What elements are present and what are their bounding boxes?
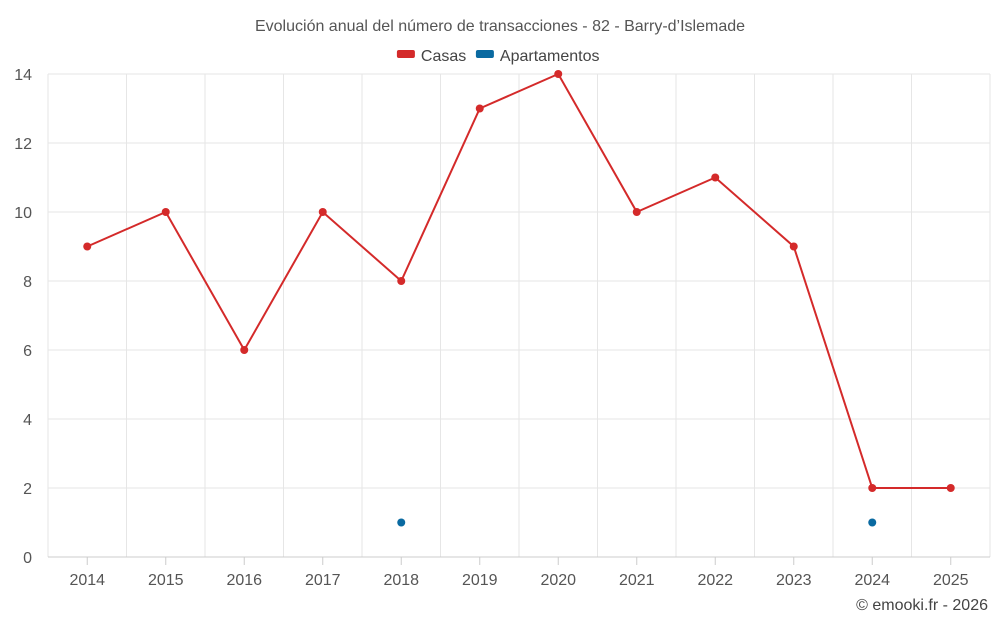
y-tick-label: 14 [14, 67, 32, 84]
x-tick-label: 2014 [69, 572, 105, 589]
legend-swatch [396, 50, 415, 58]
data-point[interactable] [554, 70, 563, 78]
data-point[interactable] [632, 208, 641, 216]
data-point[interactable] [868, 484, 877, 492]
y-axis-ticks: 0 2 4 6 8 10 12 14 [14, 67, 32, 567]
x-axis-ticks: 2014 2015 2016 2017 2018 2019 2020 2021 2022 2023… [69, 557, 969, 589]
series-casas [83, 70, 955, 492]
y-tick-label: 0 [23, 550, 32, 567]
data-point[interactable] [789, 242, 798, 251]
data-point[interactable] [397, 277, 406, 285]
x-tick-label: 2023 [776, 572, 812, 589]
legend: Casas Apartamentos [396, 48, 600, 65]
data-point[interactable] [475, 104, 484, 113]
data-point[interactable] [240, 346, 249, 354]
legend-item-apartamentos[interactable]: Apartamentos [475, 48, 600, 65]
x-tick-label: 2019 [462, 572, 498, 589]
x-tick-label: 2016 [226, 572, 262, 589]
x-tick-label: 2022 [697, 572, 733, 589]
x-tick-label: 2021 [619, 572, 655, 589]
series-line [86, 72, 951, 489]
data-point[interactable] [946, 484, 955, 492]
y-tick-label: 10 [14, 205, 32, 222]
series-layer [83, 70, 955, 527]
chart-title: Evolución anual del número de transaccio… [255, 18, 745, 35]
credit-text: © emooki.fr - 2026 [856, 597, 988, 614]
legend-label: Casas [421, 48, 466, 65]
x-tick-label: 2024 [854, 572, 890, 589]
data-point[interactable] [711, 173, 720, 182]
grid [47, 73, 991, 558]
legend-label: Apartamentos [500, 48, 600, 65]
y-tick-label: 4 [23, 412, 32, 429]
y-tick-label: 6 [23, 343, 32, 360]
y-tick-label: 12 [14, 136, 32, 153]
x-tick-label: 2020 [540, 572, 576, 589]
x-tick-label: 2018 [383, 572, 419, 589]
x-tick-label: 2015 [148, 572, 184, 589]
x-tick-label: 2017 [305, 572, 341, 589]
x-tick-label: 2025 [933, 572, 969, 589]
data-point[interactable] [318, 208, 327, 216]
data-point[interactable] [161, 208, 170, 216]
legend-item-casas[interactable]: Casas [396, 48, 466, 65]
y-tick-label: 8 [23, 274, 32, 291]
series-apartamentos [397, 518, 877, 527]
data-point[interactable] [83, 242, 92, 251]
data-point[interactable] [397, 518, 406, 527]
data-point[interactable] [868, 518, 877, 527]
legend-swatch [475, 50, 494, 58]
y-tick-label: 2 [23, 481, 32, 498]
